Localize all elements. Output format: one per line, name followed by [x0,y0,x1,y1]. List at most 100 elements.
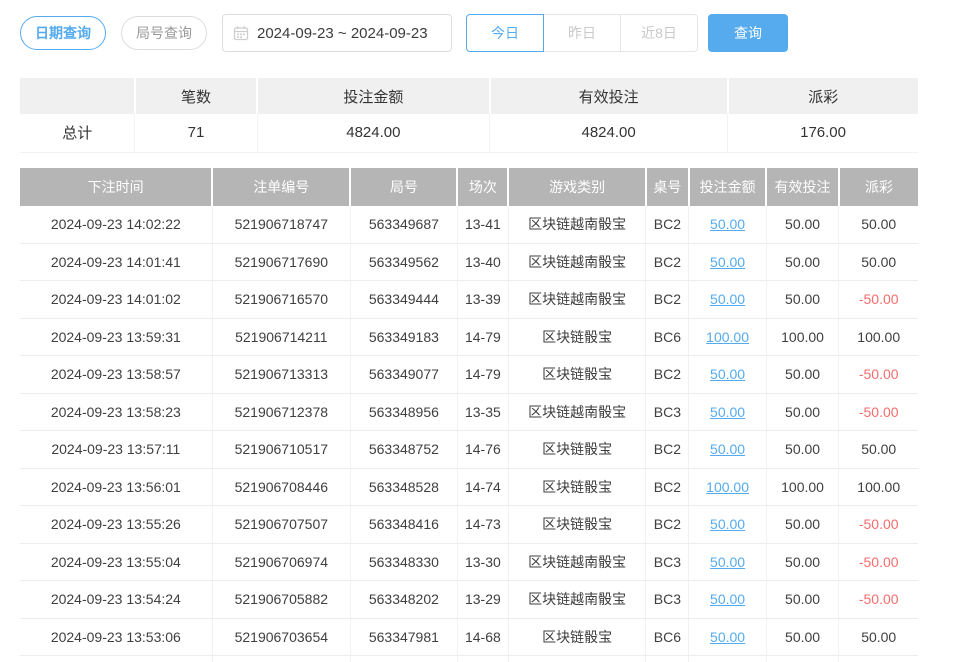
payout-cell: -50.00 [838,543,918,581]
table-row: 2024-09-23 13:58:57 521906713313 563349077… [20,355,918,394]
bet-amount-cell: 50.00 [688,393,767,431]
round-id-cell: 563348330 [349,543,458,581]
table-row: 2024-09-23 13:55:26 521906707507 563348416… [20,505,918,544]
bet-id-cell: 521906708446 [211,468,351,506]
round-id-cell: 563349444 [349,280,458,319]
bet-amount-cell: 50.00 [688,580,767,619]
bet-amount-link[interactable]: 50.00 [710,253,746,270]
table-no-cell: BC6 [645,618,689,656]
table-no-cell: BC2 [645,430,689,469]
summary-header-row: 笔数 投注金额 有效投注 派彩 [20,78,918,114]
round-id-cell: 563347981 [349,618,458,656]
bet-amount-cell: 50.00 [688,618,767,656]
bet-amount-link[interactable]: 50.00 [710,591,746,608]
session-cell: 13-41 [456,205,509,244]
payout-cell: 100.00 [838,318,918,356]
bet-amount-link[interactable]: 50.00 [710,403,746,420]
bet-time-cell: 2024-09-23 14:01:41 [20,243,213,281]
summary-table: 笔数 投注金额 有效投注 派彩 总计 71 4824.00 4824.00 17… [20,78,918,153]
bet-amount-cell: 50.00 [688,430,767,469]
payout-cell: 50.00 [838,205,918,244]
payout-cell: 50.00 [838,618,918,656]
bet-amount-link[interactable]: 50.00 [710,628,746,645]
valid-bet-cell: 100.00 [765,318,839,356]
range-button-0[interactable]: 今日 [466,14,544,52]
bet-amount-link[interactable]: 50.00 [710,516,746,533]
game-type-cell [507,655,646,662]
column-header: 投注金额 [687,167,767,206]
bet-id-cell: 521906718747 [211,205,351,244]
round-id-cell: 563348528 [349,468,458,506]
bet-id-cell: 521906705882 [211,580,351,619]
bet-time-cell: 2024-09-23 13:59:31 [20,318,213,356]
date-query-button[interactable]: 日期查询 [20,16,106,50]
bet-time-cell: 2024-09-23 13:57:11 [20,430,213,469]
summary-header-bet-amount: 投注金额 [256,78,490,114]
table-no-cell: BC2 [645,468,689,506]
game-type-cell: 区块链骰宝 [507,318,646,356]
bet-time-cell [20,655,213,662]
range-button-2[interactable]: 近8日 [620,14,698,52]
calendar-icon [233,25,249,41]
table-row: 2024-09-23 13:57:11 521906710517 563348752… [20,430,918,469]
column-header: 桌号 [644,167,689,206]
game-type-cell: 区块链骰宝 [507,505,646,544]
valid-bet-cell: 50.00 [765,580,839,619]
table-row: 2024-09-23 13:58:23 521906712378 563348956… [20,393,918,431]
session-cell: 14-68 [456,618,509,656]
game-type-cell: 区块链越南骰宝 [507,543,646,581]
column-header: 场次 [456,167,509,206]
summary-header-valid-bet: 有效投注 [488,78,728,114]
payout-cell [838,655,918,662]
date-range-input[interactable]: 2024-09-23 ~ 2024-09-23 [222,14,452,52]
table-row: 2024-09-23 13:56:01 521906708446 563348528… [20,468,918,506]
game-type-cell: 区块链越南骰宝 [507,580,646,619]
bet-amount-link[interactable]: 50.00 [710,291,746,308]
summary-header-payout: 派彩 [726,78,918,114]
column-header: 派彩 [837,167,918,206]
range-button-group: 今日 昨日 近8日 [466,14,698,52]
bet-amount-link[interactable]: 100.00 [706,478,749,495]
table-row: 2024-09-23 14:02:22 521906718747 563349687… [20,205,918,244]
bet-amount-link[interactable]: 50.00 [710,366,746,383]
valid-bet-cell: 50.00 [765,618,839,656]
column-header: 下注时间 [20,167,213,206]
table-no-cell: BC2 [645,280,689,319]
bet-time-cell: 2024-09-23 14:01:02 [20,280,213,319]
bet-id-cell: 521906717690 [211,243,351,281]
session-cell: 14-79 [456,318,509,356]
bet-amount-link[interactable]: 100.00 [706,328,749,345]
table-row: 2024-09-23 13:53:06 521906703654 563347981… [20,618,918,656]
table-row: 2024-09-23 13:55:04 521906706974 563348330… [20,543,918,581]
query-toolbar: 日期查询 局号查询 2024-09-23 ~ 2024-09-23 今日 昨日 近8… [0,0,964,52]
payout-cell: -50.00 [838,280,918,319]
bet-amount-link[interactable]: 50.00 [710,216,746,232]
bet-time-cell: 2024-09-23 13:55:04 [20,543,213,581]
payout-cell: -50.00 [838,393,918,431]
bet-amount-link[interactable]: 50.00 [710,441,746,458]
bet-time-cell: 2024-09-23 14:02:22 [20,205,213,244]
table-no-cell: BC2 [645,243,689,281]
round-id-cell: 563349077 [349,355,458,394]
bet-amount-cell: 50.00 [688,243,767,281]
round-id-cell: 563349183 [349,318,458,356]
summary-total-payout: 176.00 [727,114,918,153]
round-id-cell: 563348956 [349,393,458,431]
column-header: 注单编号 [211,167,351,206]
bet-amount-link[interactable]: 50.00 [710,553,746,570]
table-row: 2024-09-23 13:54:24 521906705882 563348202… [20,580,918,619]
search-button[interactable]: 查询 [708,14,788,52]
bet-id-cell: 521906714211 [211,318,351,356]
range-button-1[interactable]: 昨日 [543,14,621,52]
bet-time-cell: 2024-09-23 13:53:06 [20,618,213,656]
bet-time-cell: 2024-09-23 13:55:26 [20,505,213,544]
bet-id-cell: 521906713313 [211,355,351,394]
records-header-row: 下注时间 注单编号 局号 场次 游戏类别 桌号 投注金额 有效投注 派彩 [20,167,918,206]
bet-time-cell: 2024-09-23 13:54:24 [20,580,213,619]
game-type-cell: 区块链越南骰宝 [507,280,646,319]
game-type-cell: 区块链骰宝 [507,618,646,656]
game-type-cell: 区块链越南骰宝 [507,205,646,244]
round-query-button[interactable]: 局号查询 [121,16,207,50]
session-cell: 13-39 [456,280,509,319]
